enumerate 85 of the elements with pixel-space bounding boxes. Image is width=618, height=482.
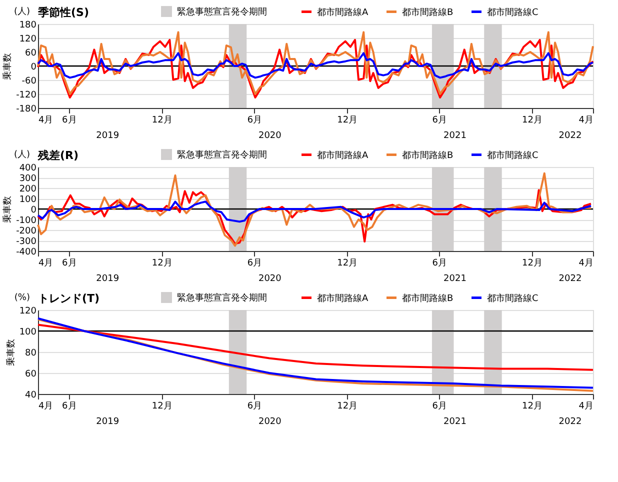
y-tick-label: 0 [30,206,37,216]
x-tick-label: 4月 [38,258,54,268]
line-series [37,52,594,79]
text: 2020 [258,131,282,141]
y-tick-label: 60 [25,48,37,58]
x-tick-label: 4月 [578,402,594,412]
legend-label: 都市間路線A [317,6,369,18]
x-tick-label: 4月 [578,258,594,268]
y-tick-label: 400 [19,164,37,174]
line-series [37,38,594,98]
x-tick-label: 12月 [522,402,542,412]
y-tick-label: 60 [25,370,37,380]
legend-label: 都市間路線A [317,150,369,161]
text: (%) [14,293,30,303]
text: 2022 [558,417,582,427]
text: 2022 [558,274,582,284]
text: 2020 [258,274,282,284]
y-tick-label: -300 [16,237,37,247]
line-series [37,324,594,371]
x-tick-label: 4月 [38,402,54,412]
line-series [37,31,594,95]
legend-label: 都市間路線B [402,6,454,18]
line-series [37,189,592,245]
x-tick-label: 6月 [247,258,262,268]
y-tick-label: 120 [19,34,37,44]
y-tick-label: -180 [16,104,37,114]
x-tick-label: 6月 [432,258,447,268]
y-tick-label: 0 [30,62,37,72]
y-tick-label: -200 [16,226,37,236]
legend-label: 都市間路線C [487,150,538,161]
x-tick-label: 6月 [62,258,77,268]
text: 2022 [558,131,582,141]
y-tick-label: 100 [19,328,37,338]
y-tick-label: 80 [25,348,37,358]
text: (人) [14,149,30,160]
y-tick-label: -400 [16,248,37,258]
y-tick-label: 180 [19,20,37,30]
y-tick-label: 120 [19,306,37,316]
x-tick-label: 12月 [337,258,358,268]
legend-label: 緊急事態宣言発令期間 [177,6,267,18]
legend-label: 緊急事態宣言発令期間 [177,292,267,304]
y-tick-label: 100 [19,195,37,205]
x-tick-label: 12月 [522,258,542,268]
x-tick-label: 6月 [432,402,447,412]
x-tick-label: 6月 [247,402,262,412]
line-series [37,172,592,247]
text: 2019 [96,131,120,141]
y-tick-label: 40 [25,390,37,400]
x-tick-label: 6月 [432,116,447,126]
y-tick-label: 200 [19,184,37,194]
legend-label: 緊急事態宣言発令期間 [177,150,267,160]
y-tick-label: 300 [19,174,37,184]
y-tick-label: -120 [16,90,37,100]
text: 2021 [444,131,466,141]
legend-label: 都市間路線B [402,292,454,304]
y-axis-title: 乗車数 [2,53,14,80]
x-tick-label: 12月 [522,116,542,126]
text: 2021 [444,274,466,284]
chart-title: トレンド(T) [38,292,100,305]
legend-label: 都市間路線C [487,292,538,304]
x-tick-label: 12月 [152,258,172,268]
y-tick-label: -100 [16,216,37,226]
x-tick-label: 6月 [247,116,262,126]
x-tick-label: 12月 [337,402,358,412]
legend-label: 都市間路線C [487,6,538,18]
legend-label: 都市間路線A [317,292,369,304]
text: 2021 [444,417,466,427]
x-tick-label: 4月 [578,116,594,126]
x-tick-label: 4月 [38,116,54,126]
chart-title: 季節性(S) [37,6,89,19]
text: (人) [14,6,30,17]
line-series [37,200,592,223]
y-tick-label: -60 [22,76,37,86]
x-tick-label: 12月 [152,402,172,412]
x-tick-label: 12月 [337,116,358,126]
text: 2019 [96,274,120,284]
x-tick-label: 12月 [152,116,172,126]
y-axis-title: 乗車数 [5,339,16,366]
text: 2020 [258,417,282,427]
chart-title: 残差(R) [37,149,79,162]
legend-label: 都市間路線B [402,150,454,161]
x-tick-label: 6月 [62,116,77,126]
x-tick-label: 6月 [62,402,77,412]
y-axis-title: 乗車数 [2,196,14,223]
text: 2019 [96,417,120,427]
